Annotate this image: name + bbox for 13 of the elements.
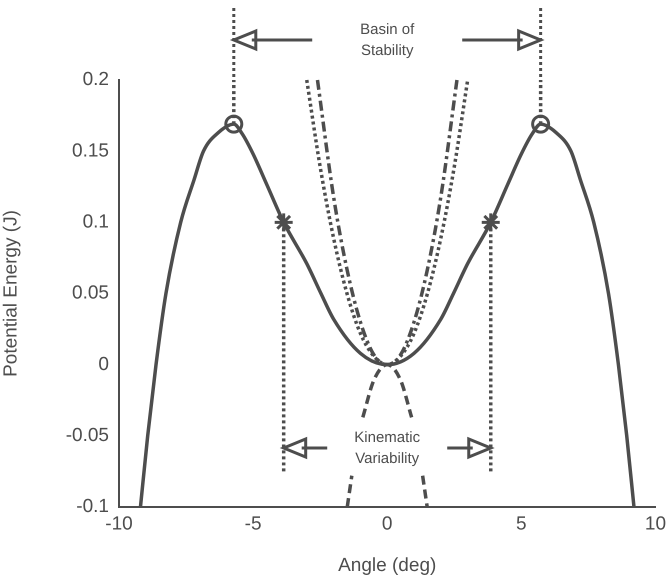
y-tick-label: 0 bbox=[98, 354, 109, 375]
y-tick-label: 0.1 bbox=[82, 212, 109, 233]
x-tick-label: -5 bbox=[244, 514, 262, 535]
x-tick-label: 0 bbox=[382, 514, 393, 535]
y-tick-label: 0.2 bbox=[82, 69, 109, 90]
x-tick-label: 10 bbox=[644, 514, 666, 535]
annotation: Kinematic Variability bbox=[353, 428, 422, 469]
y-tick-label: 0.05 bbox=[72, 282, 109, 304]
y-axis-title: Potential Energy (J) bbox=[0, 210, 22, 377]
y-tick-label: -0.05 bbox=[66, 425, 109, 446]
x-axis-title: Angle (deg) bbox=[338, 554, 436, 576]
y-tick-label: 0.15 bbox=[72, 140, 109, 162]
x-tick-label: 5 bbox=[516, 514, 527, 535]
